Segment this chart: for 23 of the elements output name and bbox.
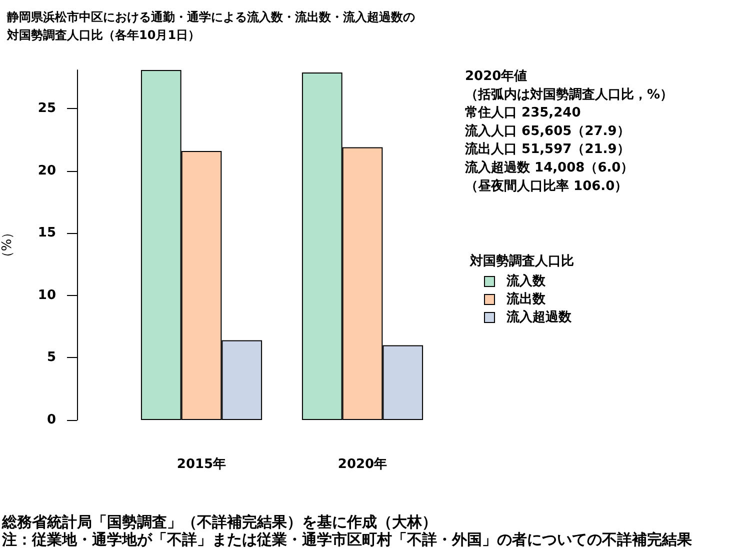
text: 流入人口 65,605（27.9） [464, 122, 630, 139]
text: 常住人口 235,240 [465, 106, 581, 121]
legend-label: 流入超過数 [506, 309, 572, 325]
x-tick-label: 2015年 [176, 457, 226, 472]
text: （昼夜間人口比率 106.0） [465, 178, 628, 194]
legend-label: 流出数 [506, 291, 546, 307]
text: 2020年値 [465, 69, 528, 84]
y-tick-label: 5 [46, 350, 56, 366]
text: （括弧内は対国勢調査人口比，%） [465, 86, 674, 102]
y-tick-label: 0 [46, 412, 56, 428]
text: 流出人口 51,597（21.9） [464, 141, 630, 158]
legend-label: 流入数 [506, 273, 546, 289]
text: 総務省統計局「国勢調査」（不詳補完結果）を基に作成（大林） [1, 513, 437, 531]
x-tick-label: 2020年 [338, 457, 388, 472]
chart-title: 静岡県浜松市中区における通勤・通学による流入数・流出数・流入超過数の対国勢調査人口比（各年10月1日） [6, 10, 415, 42]
text: 流入超過数 14,008（6.0） [464, 160, 634, 176]
y-tick-label: 15 [38, 226, 56, 241]
y-tick-label: 10 [38, 288, 56, 303]
y-tick-label: 20 [38, 163, 56, 178]
y-axis-title: （%） [0, 226, 15, 264]
legend-title: 対国勢調査人口比 [469, 253, 574, 269]
y-tick-label: 25 [38, 101, 56, 116]
text: 注：従業地・通学地が「不詳」または従業・通学市区町村「不詳・外国」の者についての不詳補完結果 [1, 530, 693, 548]
